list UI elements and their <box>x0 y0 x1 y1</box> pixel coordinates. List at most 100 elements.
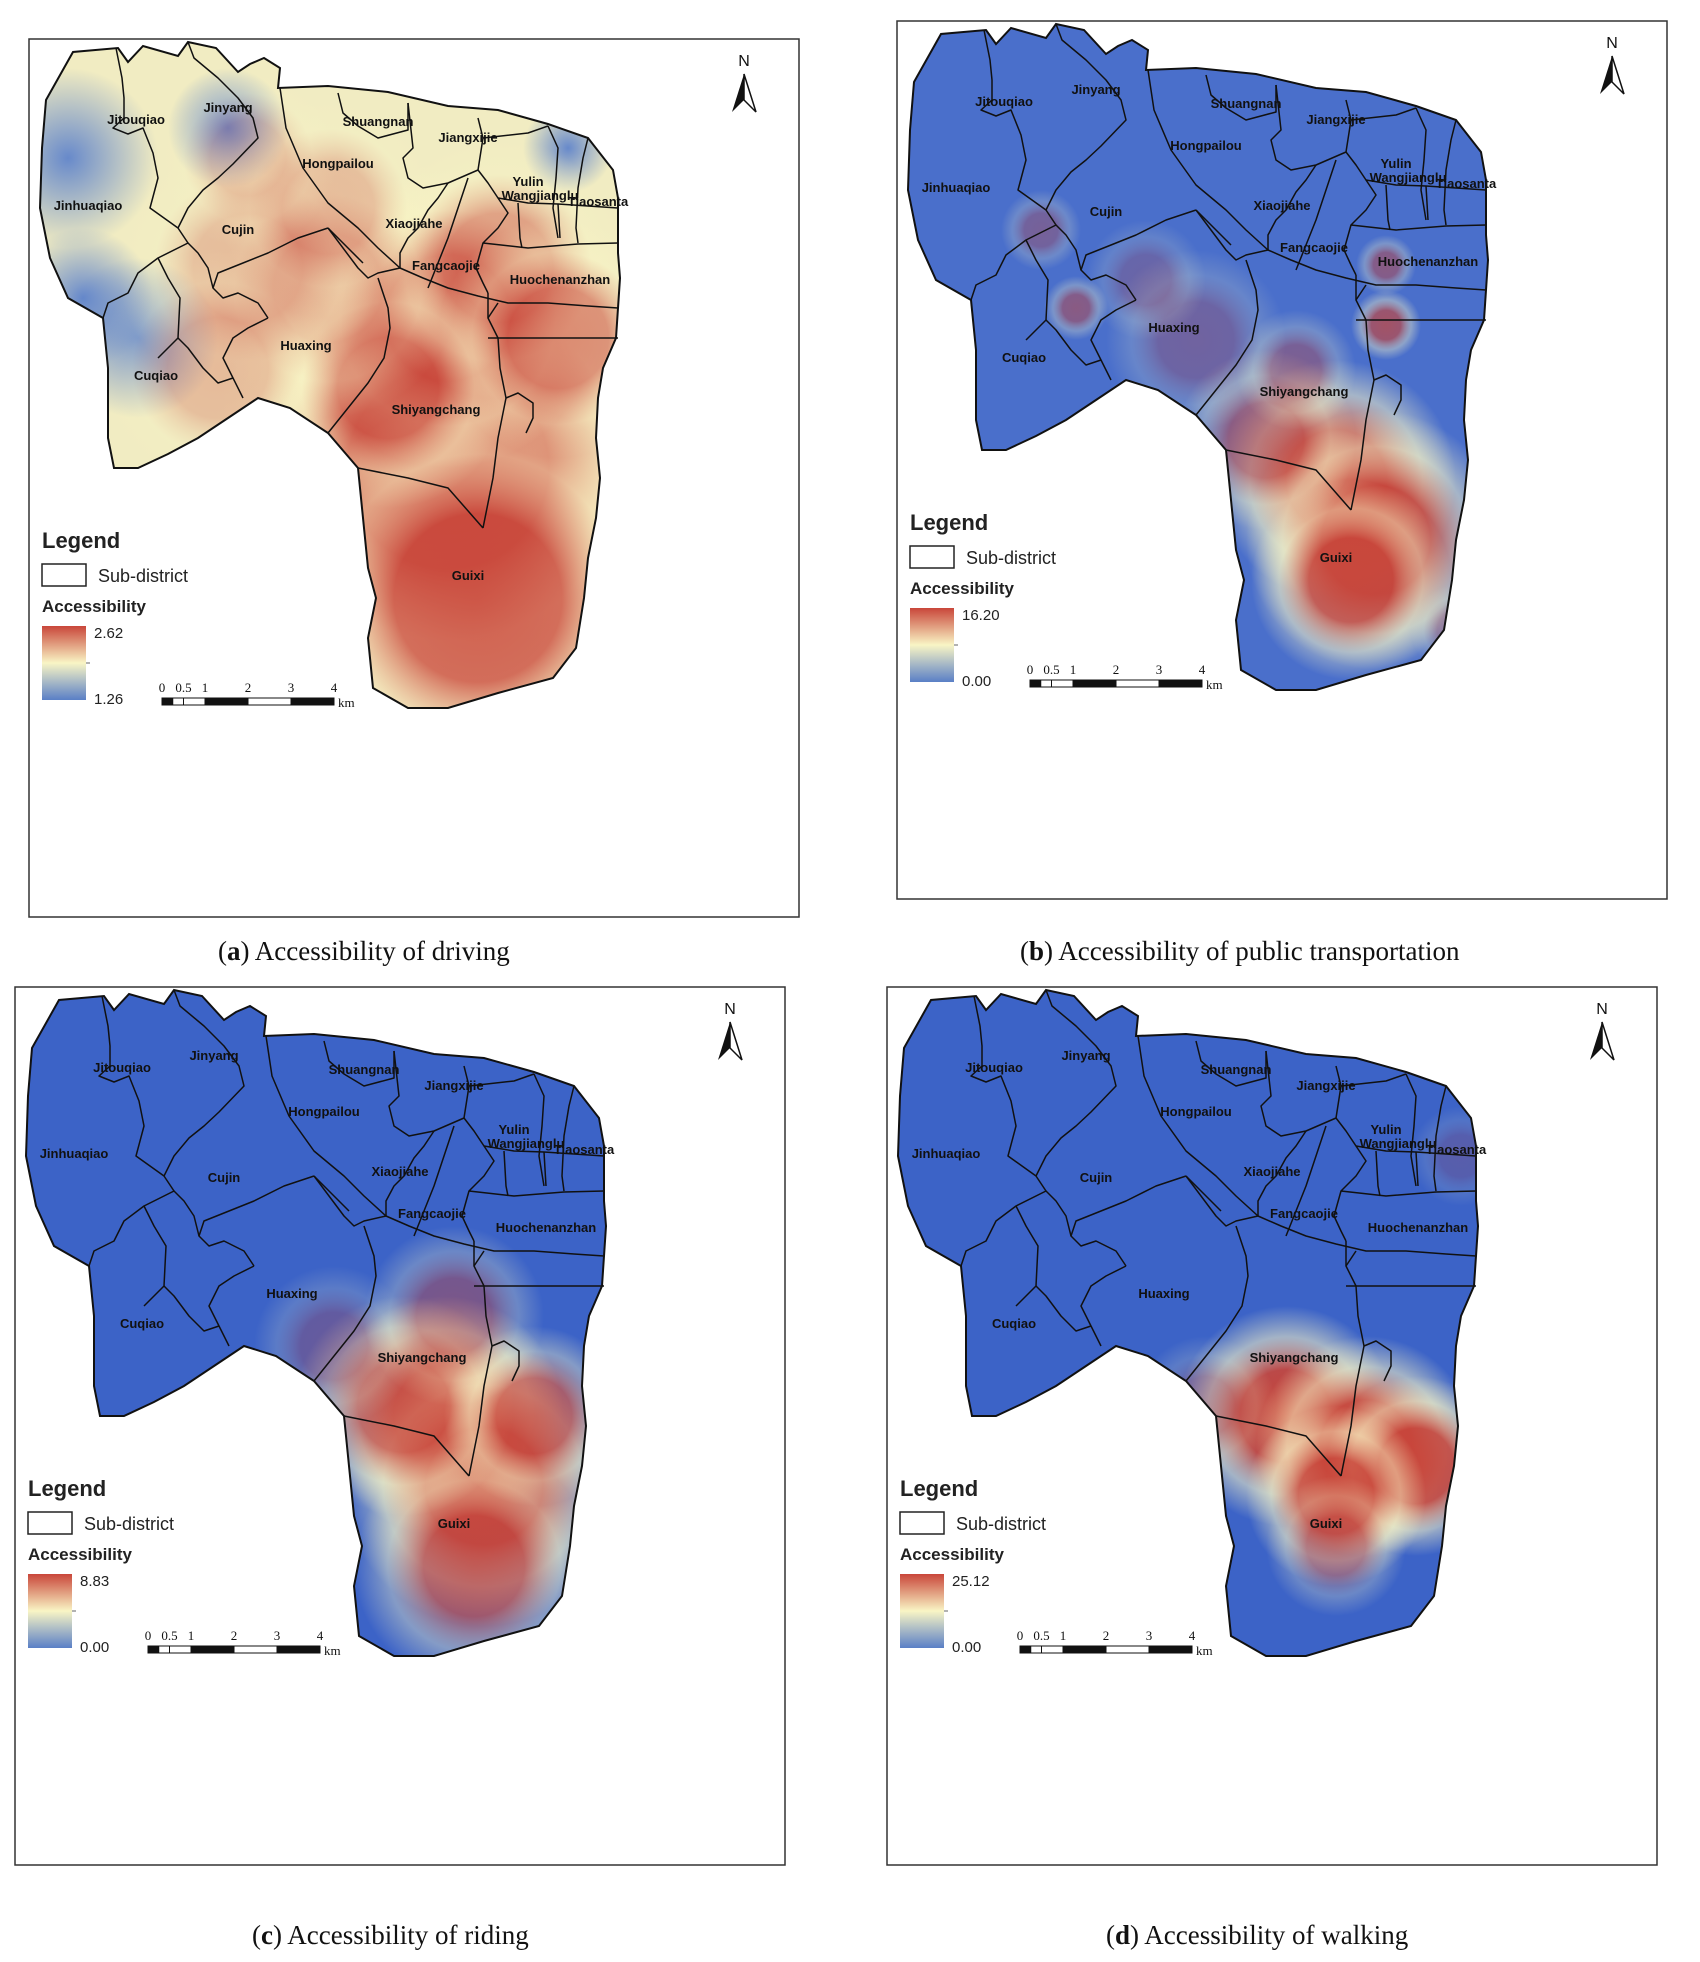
district-label: Jiangxijie <box>424 1078 483 1093</box>
north-arrow-right <box>729 1021 743 1061</box>
sub-district-label: Sub-district <box>956 1514 1046 1534</box>
sub-district-boundary <box>1375 1150 1381 1197</box>
sub-district-boundary <box>343 1415 470 1477</box>
scale-unit: km <box>338 695 355 710</box>
color-ramp <box>900 1574 944 1648</box>
north-arrow-left <box>718 1022 730 1060</box>
scale-bar: 0 0.5 1 2 3 4km <box>159 680 355 710</box>
city-outline <box>906 22 1490 691</box>
sub-district-boundary <box>399 182 449 268</box>
high-accessibility-area <box>1356 235 1416 295</box>
district-label: Huochenanzhan <box>510 272 610 287</box>
sub-district-boundary <box>487 302 499 319</box>
sub-district-boundary <box>1185 1175 1222 1212</box>
scale-tick-label: 1 <box>188 1628 195 1643</box>
district-label: Shuangnan <box>343 114 414 129</box>
sub-district-boundary <box>1443 119 1457 226</box>
sub-district-boundary <box>222 317 269 399</box>
sub-district-boundary <box>399 267 619 309</box>
scale-segment <box>190 1645 235 1654</box>
city-outline <box>38 40 622 709</box>
sub-district-boundaries <box>970 23 1487 511</box>
sub-district-boundary <box>980 29 1057 341</box>
district-label: Cuqiao <box>1002 350 1046 365</box>
legend-min-value: 0.00 <box>952 1639 981 1656</box>
north-arrow-right <box>743 73 757 113</box>
sub-district-swatch <box>41 563 87 587</box>
sub-district-boundary <box>1340 1073 1407 1087</box>
sub-district-boundary <box>1343 151 1377 276</box>
scale-tick-label: 0.5 <box>161 1628 177 1643</box>
sub-district-boundary <box>1257 1215 1477 1257</box>
sub-district-boundary <box>1363 1340 1392 1382</box>
sub-district-boundary <box>327 227 401 279</box>
sub-district-boundary <box>461 1117 495 1242</box>
sub-district-boundary <box>388 1050 470 1137</box>
color-ramp <box>42 626 86 700</box>
scale-tick-label: 0 <box>159 680 166 695</box>
sub-district-boundary <box>1433 1085 1447 1192</box>
high-accessibility-area <box>1266 1476 1406 1616</box>
map-panel-public-transportation: Jinyang Jitouqiao Shuangnan Jiangxijie Hongp… <box>896 20 1668 900</box>
map-panel-riding: Jinyang Jitouqiao Shuangnan Jiangxijie Hongp… <box>14 986 786 1866</box>
sub-district-boundary <box>1425 185 1429 221</box>
scale-segment <box>276 1645 321 1654</box>
north-label: N <box>1596 1001 1608 1018</box>
district-label: Cujin <box>208 1170 241 1185</box>
sub-district-boundary <box>960 1205 1017 1267</box>
sub-district-boundary <box>1215 1415 1342 1477</box>
sub-district-label: Sub-district <box>966 548 1056 568</box>
legend-max-value: 16.20 <box>962 607 1000 624</box>
scale-segment <box>204 697 249 706</box>
legend-max-value: 2.62 <box>94 625 123 642</box>
sub-district-boundary <box>323 1040 395 1087</box>
scale-segment <box>169 1645 192 1654</box>
north-arrow-left <box>732 74 744 112</box>
scale-bar: 0 0.5 1 2 3 4km <box>145 1628 341 1658</box>
district-label: Xiaojiahe <box>1243 1164 1300 1179</box>
sub-district-boundary <box>1035 989 1117 1177</box>
sub-district-boundary <box>1195 209 1269 261</box>
sub-district-boundary <box>1205 74 1277 121</box>
sub-district-boundary <box>313 1175 387 1227</box>
district-label: Cuqiao <box>992 1316 1036 1331</box>
sub-district-swatch <box>899 1511 945 1535</box>
sub-district-boundary <box>505 392 534 434</box>
district-label: Fangcaojie <box>1270 1206 1338 1221</box>
sub-district-boundary <box>173 1190 200 1237</box>
caption-public-transportation: (b) Accessibility of public transportati… <box>1020 936 1460 966</box>
district-label: Wangjianglu <box>502 188 579 203</box>
district-label: Tiaosanta <box>1426 1142 1487 1157</box>
legend-max-value: 8.83 <box>80 1573 109 1590</box>
legend-title: Legend <box>42 528 120 553</box>
scale-tick-label: 0.5 <box>175 680 191 695</box>
sub-district-boundary <box>177 337 234 384</box>
scale-tick-label: 3 <box>1156 662 1163 677</box>
district-label: Tiaosanta <box>1436 176 1497 191</box>
sub-district-boundary <box>503 1150 509 1197</box>
district-label: Cujin <box>222 222 255 237</box>
legend: Legend Sub-district Accessibility 8.83 0.00 <box>27 1476 174 1656</box>
scale-bar: 0 0.5 1 2 3 4km <box>1017 1628 1213 1658</box>
scale-tick-label: 2 <box>231 1628 238 1643</box>
scale-tick-label: 0 <box>1027 662 1034 677</box>
sub-district-boundaries <box>960 989 1477 1477</box>
scale-segment <box>1115 679 1160 688</box>
sub-district-boundary <box>1267 164 1317 250</box>
sub-district-boundary <box>163 989 245 1177</box>
high-accessibility-area <box>1251 480 1451 680</box>
district-label: Guixi <box>1320 550 1353 565</box>
sub-district-boundary <box>1137 1035 1259 1217</box>
sub-district-boundary <box>1147 69 1269 251</box>
sub-district-boundary <box>279 87 401 269</box>
high-accessibility-area <box>1001 190 1081 270</box>
scale-tick-label: 2 <box>1113 662 1120 677</box>
district-label: Fangcaojie <box>398 1206 466 1221</box>
sub-district-boundary <box>543 1151 547 1187</box>
sub-district-boundary <box>575 137 589 244</box>
sub-district-boundary <box>1195 209 1232 246</box>
high-accessibility-area <box>158 68 338 248</box>
district-label: Hongpailou <box>302 156 374 171</box>
scale-tick-label: 4 <box>1189 1628 1196 1643</box>
sub-district-boundaries <box>102 41 619 529</box>
